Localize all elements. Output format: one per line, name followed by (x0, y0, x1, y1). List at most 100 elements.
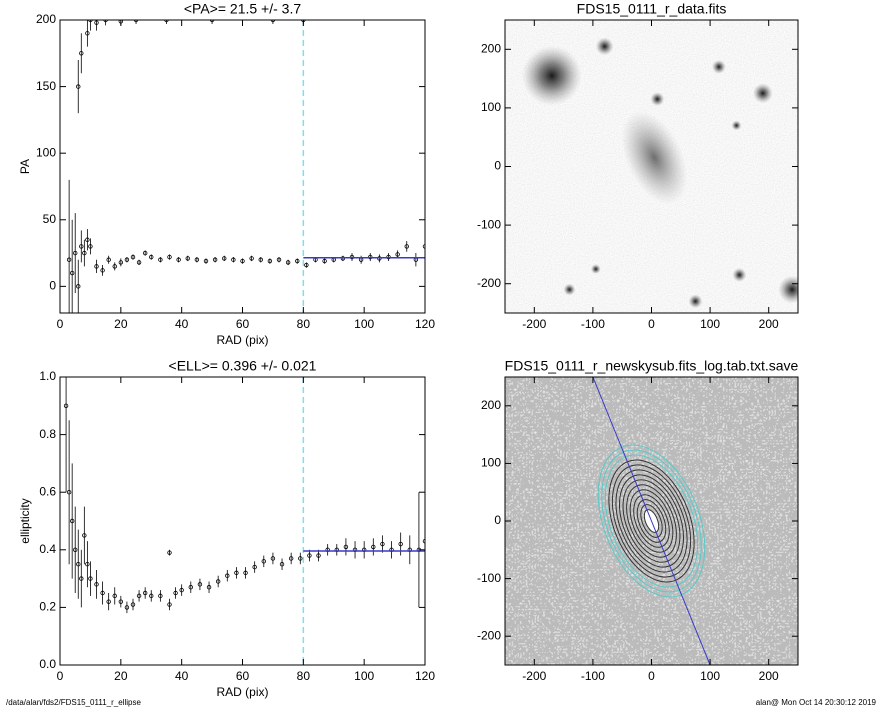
y-tick-label: 100 (481, 100, 501, 114)
data-point (258, 257, 263, 262)
x-tick-label: 0 (648, 669, 655, 683)
star (688, 294, 703, 309)
y-tick-label: 0 (494, 159, 501, 173)
data-point (395, 252, 400, 257)
data-point (295, 258, 300, 264)
y-axis-label: ellipticity (18, 498, 32, 543)
x-tick-label: 0 (648, 317, 655, 331)
data-point (179, 587, 184, 593)
data-point (167, 550, 172, 555)
data-point (79, 51, 84, 56)
data-point (142, 590, 148, 596)
data-point (124, 605, 130, 610)
plot-area (66, 20, 425, 313)
data-point (288, 556, 294, 561)
x-tick-label: 80 (297, 317, 311, 331)
x-tick-label: 40 (175, 317, 189, 331)
data-point (298, 556, 303, 561)
data-point (307, 553, 312, 558)
data-point (85, 562, 90, 567)
galaxy (621, 110, 688, 205)
data-point (261, 559, 266, 564)
data-point (136, 593, 142, 599)
data-point (63, 403, 69, 408)
star (521, 45, 582, 106)
data-point (158, 593, 163, 599)
data-point (100, 268, 105, 273)
data-point (76, 284, 81, 289)
y-tick-label: 0.6 (39, 484, 56, 498)
data-point (167, 602, 172, 607)
x-tick-label: 120 (415, 669, 435, 683)
x-axis-label: RAD (pix) (216, 685, 268, 699)
data-point (188, 585, 193, 590)
data-point (371, 544, 376, 550)
plot-area (505, 377, 798, 665)
data-point (380, 541, 385, 547)
data-point (276, 257, 282, 262)
x-tick-label: 80 (297, 669, 311, 683)
data-point (112, 264, 117, 269)
data-point (252, 564, 257, 570)
data-point (267, 258, 273, 264)
chart-title: <PA>= 21.5 +/- 3.7 (184, 1, 301, 17)
data-point (316, 553, 321, 558)
data-point (404, 244, 409, 249)
star (731, 120, 742, 131)
data-point (106, 599, 111, 604)
data-point (215, 579, 221, 584)
x-tick-label: 100 (354, 669, 374, 683)
data-point (76, 562, 81, 567)
y-tick-label: 200 (481, 398, 501, 412)
data-point (285, 260, 291, 265)
star (711, 59, 726, 74)
x-tick-label: -200 (522, 317, 546, 331)
data-point (66, 490, 72, 495)
x-tick-label: -100 (581, 669, 605, 683)
data-point (240, 258, 245, 264)
y-tick-label: 50 (43, 212, 57, 226)
footer-left: /data/alan/fds2/FDS15_0111_r_ellipse (6, 698, 141, 707)
data-point (130, 254, 136, 260)
data-point (185, 256, 190, 261)
data-point (322, 258, 327, 264)
data-point (279, 562, 285, 567)
data-point (94, 20, 99, 25)
x-tick-label: 100 (700, 317, 720, 331)
data-point (94, 264, 99, 269)
x-tick-label: 100 (354, 317, 374, 331)
x-tick-label: 200 (759, 669, 779, 683)
chart-title: <ELL>= 0.396 +/- 0.021 (169, 358, 317, 374)
pa-line (592, 377, 711, 665)
data-point (69, 270, 75, 276)
data-point (118, 599, 124, 604)
data-point (197, 582, 203, 587)
x-tick-label: 100 (700, 669, 720, 683)
data-point (88, 244, 93, 249)
data-point (194, 257, 200, 262)
star (595, 37, 614, 56)
data-point (422, 244, 425, 249)
data-point (79, 576, 84, 581)
data-point (234, 570, 239, 576)
y-tick-label: 0 (49, 279, 56, 293)
x-tick-label: 60 (236, 669, 250, 683)
chart-title: FDS15_0111_r_data.fits (577, 1, 727, 17)
x-tick-label: -100 (581, 317, 605, 331)
data-point (106, 257, 111, 262)
y-tick-label: 0 (494, 513, 501, 527)
data-point (422, 538, 425, 544)
data-point (212, 257, 218, 262)
y-tick-label: -100 (477, 217, 501, 231)
data-point (149, 254, 154, 260)
y-tick-label: 200 (481, 41, 501, 55)
data-point (249, 256, 254, 261)
data-point (100, 590, 105, 596)
star (752, 83, 773, 104)
data-point (82, 533, 87, 538)
y-tick-label: 150 (36, 79, 56, 93)
data-point (206, 585, 212, 590)
star (732, 267, 747, 282)
plot-frame (59, 376, 426, 666)
x-tick-label: 20 (114, 317, 128, 331)
